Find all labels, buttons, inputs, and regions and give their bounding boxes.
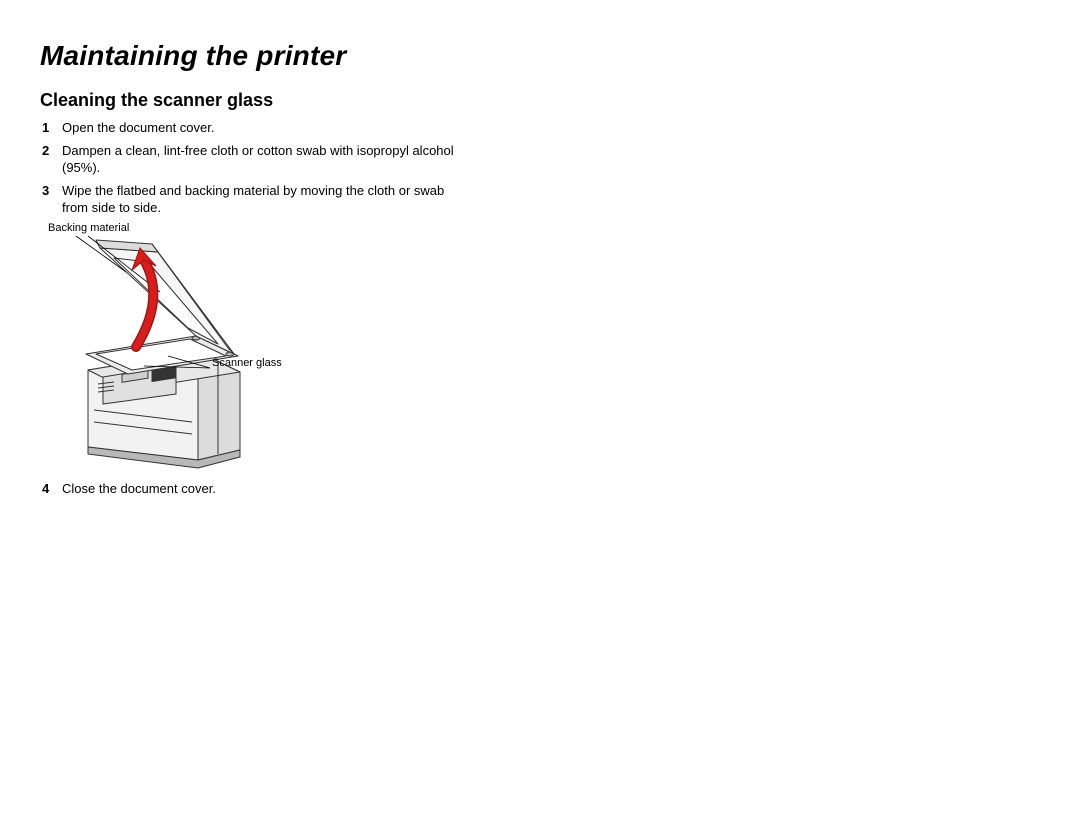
callout-backing-material: Backing material: [48, 222, 129, 234]
content-column: Cleaning the scanner glass Open the docu…: [40, 90, 470, 497]
step-2: Dampen a clean, lint-free cloth or cotto…: [58, 142, 470, 177]
page-title: Maintaining the printer: [40, 40, 1040, 72]
step-3: Wipe the flatbed and backing material by…: [58, 182, 470, 217]
callout-scanner-glass: Scanner glass: [212, 357, 282, 369]
steps-list: Open the document cover. Dampen a clean,…: [40, 119, 470, 217]
printer-figure: Backing material Scanner glass: [48, 222, 308, 472]
steps-list-continued: Close the document cover.: [40, 480, 470, 498]
printer-illustration: [48, 222, 308, 472]
section-title: Cleaning the scanner glass: [40, 90, 470, 111]
step-4: Close the document cover.: [58, 480, 470, 498]
step-1: Open the document cover.: [58, 119, 470, 137]
